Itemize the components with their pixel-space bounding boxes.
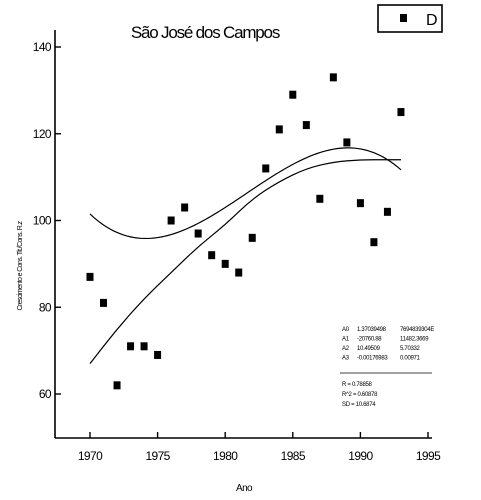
data-point [113, 381, 121, 390]
y-axis-label: Crescimento e Cons. Tit./Cons. R.z [17, 220, 24, 310]
data-point [127, 342, 135, 351]
stat-param-value: 1.37039498 [357, 327, 387, 333]
stat-param-name: A2 [342, 346, 350, 352]
data-point [154, 350, 162, 359]
stat-param-name: A3 [342, 356, 350, 362]
data-point [289, 90, 297, 99]
data-point [329, 73, 337, 82]
data-point [86, 272, 94, 281]
data-point [167, 216, 175, 225]
data-point [181, 203, 189, 212]
y-tick-label: 80 [39, 300, 52, 314]
data-point [248, 233, 256, 242]
x-tick-label: 1970 [78, 449, 103, 463]
chart-title: São José dos Campos [131, 23, 280, 42]
data-points [86, 73, 405, 390]
data-point [383, 207, 391, 216]
stat-param-error: 5.70332 [400, 346, 421, 352]
x-tick-label: 1985 [281, 449, 306, 463]
stat-param-name: A0 [342, 327, 350, 333]
x-tick-label: 1990 [348, 449, 373, 463]
y-tick-label: 60 [39, 387, 52, 401]
cubic-fit-curve [89, 147, 402, 240]
stat-summary: SD = 10.6874 [342, 402, 376, 408]
stat-param-value: 10.49509 [357, 346, 381, 352]
data-point [343, 138, 351, 147]
stat-param-error: 11482.3669 [400, 337, 429, 343]
y-tick-label: 120 [33, 127, 52, 141]
stat-summary: R^2 = 0.60878 [342, 392, 378, 398]
x-ticks: 1970 1975 1980 1985 1990 1995 [78, 432, 442, 463]
data-point [275, 125, 283, 134]
legend-marker [400, 14, 407, 22]
data-point [262, 164, 270, 173]
y-ticks: 60 80 100 120 140 [33, 40, 61, 401]
x-tick-label: 1975 [145, 449, 170, 463]
legend-label: D [426, 12, 438, 29]
x-axis-label: Ano [236, 483, 253, 494]
stat-param-value: -0.00176983 [357, 356, 388, 362]
x-tick-label: 1995 [416, 449, 441, 463]
stat-summary: R = 0.78858 [342, 382, 373, 388]
y-tick-label: 140 [33, 40, 52, 54]
data-point [316, 194, 324, 203]
stat-param-name: A1 [342, 337, 350, 343]
legend-box [377, 4, 443, 33]
stat-param-value: -20760.88 [357, 337, 382, 343]
fit-statistics: A0 1.37039498 7694839304E A1 -20760.88 11482.… [340, 327, 435, 408]
x-tick-label: 1980 [213, 449, 238, 463]
data-point [235, 268, 243, 277]
data-point [221, 259, 229, 268]
data-point [397, 108, 405, 117]
data-point [356, 199, 364, 208]
stat-param-error: 0.00971 [400, 356, 421, 362]
data-point [194, 229, 202, 238]
data-point [100, 298, 108, 307]
y-tick-label: 100 [33, 214, 52, 228]
smooth-fit-curve [89, 159, 401, 365]
stat-param-error: 7694839304E [400, 327, 434, 333]
data-point [140, 342, 148, 351]
data-point [302, 121, 310, 130]
legend: D [377, 4, 443, 33]
data-point [370, 238, 378, 247]
data-point [208, 251, 216, 260]
